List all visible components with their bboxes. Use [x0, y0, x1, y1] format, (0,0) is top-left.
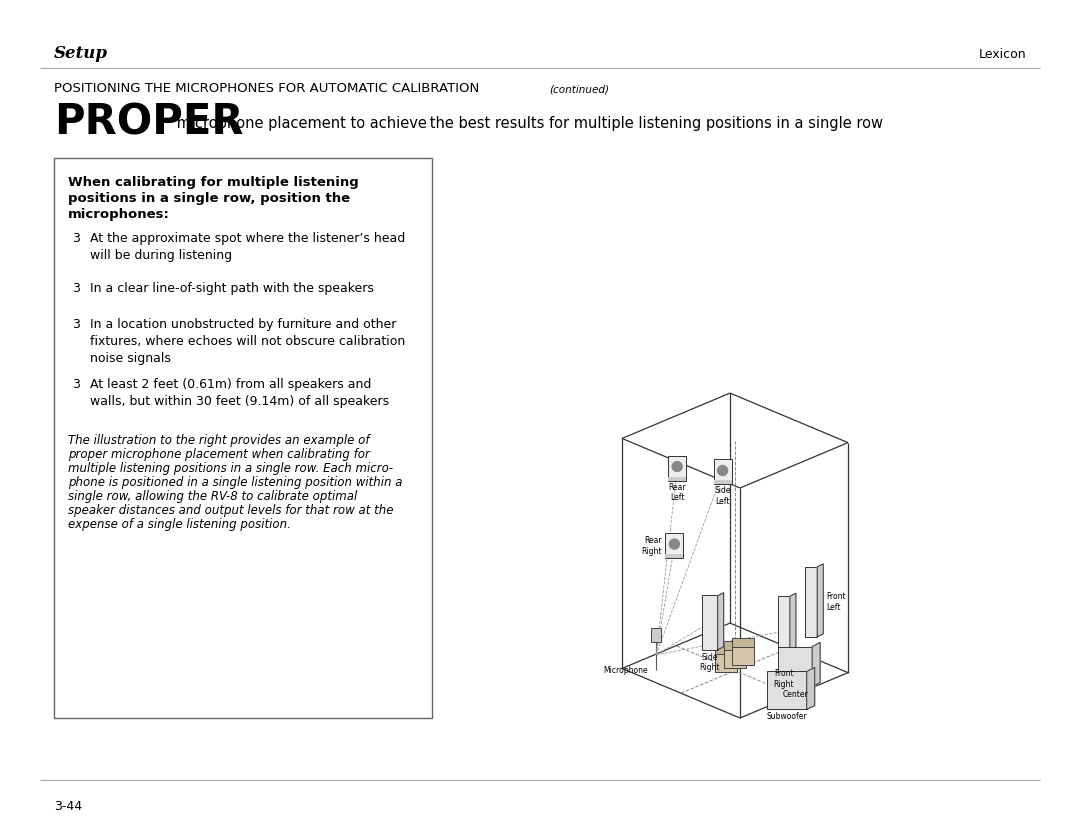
- Bar: [732, 647, 755, 665]
- Bar: [702, 595, 718, 650]
- Bar: [669, 476, 686, 480]
- Text: Front
Left: Front Left: [826, 592, 846, 611]
- Text: At least 2 feet (0.61m) from all speakers and
walls, but within 30 feet (9.14m) : At least 2 feet (0.61m) from all speaker…: [90, 378, 389, 408]
- Bar: [778, 596, 789, 666]
- Polygon shape: [812, 642, 820, 686]
- Text: 3: 3: [72, 232, 80, 245]
- Bar: [806, 567, 818, 637]
- Polygon shape: [807, 667, 814, 710]
- Text: positions in a single row, position the: positions in a single row, position the: [68, 192, 350, 205]
- Text: Front
Right: Front Right: [773, 669, 794, 689]
- Text: proper microphone placement when calibrating for: proper microphone placement when calibra…: [68, 448, 369, 461]
- Text: speaker distances and output levels for that row at the: speaker distances and output levels for …: [68, 504, 393, 517]
- Text: single row, allowing the RV-8 to calibrate optimal: single row, allowing the RV-8 to calibra…: [68, 490, 357, 503]
- Text: Subwoofer: Subwoofer: [767, 712, 807, 721]
- Bar: [715, 645, 738, 654]
- Text: Lexicon: Lexicon: [978, 48, 1026, 61]
- Bar: [779, 646, 813, 686]
- Text: phone is positioned in a single listening position within a: phone is positioned in a single listenin…: [68, 476, 403, 489]
- Polygon shape: [718, 593, 724, 650]
- Text: Setup: Setup: [54, 45, 108, 62]
- Bar: [54, 158, 432, 718]
- Text: 3: 3: [72, 378, 80, 391]
- Bar: [651, 628, 661, 641]
- Bar: [732, 638, 755, 647]
- Polygon shape: [818, 564, 823, 637]
- Bar: [724, 651, 746, 668]
- Text: 3: 3: [72, 318, 80, 331]
- Circle shape: [672, 461, 683, 471]
- Circle shape: [717, 465, 728, 475]
- Circle shape: [670, 539, 679, 549]
- Bar: [724, 641, 746, 651]
- Text: Rear
Right: Rear Right: [640, 536, 661, 555]
- Bar: [665, 554, 684, 558]
- Text: Microphone: Microphone: [604, 666, 648, 675]
- Text: 3-44: 3-44: [54, 800, 82, 813]
- Bar: [767, 671, 807, 710]
- Text: Side
Left: Side Left: [714, 486, 731, 506]
- Text: Rear
Left: Rear Left: [669, 483, 686, 502]
- Text: (continued): (continued): [549, 84, 609, 94]
- Text: When calibrating for multiple listening: When calibrating for multiple listening: [68, 176, 359, 189]
- Text: Center: Center: [782, 690, 808, 699]
- Text: microphones:: microphones:: [68, 208, 170, 221]
- Text: Side
Right: Side Right: [700, 653, 720, 672]
- Bar: [669, 455, 686, 480]
- Text: In a location unobstructed by furniture and other
fixtures, where echoes will no: In a location unobstructed by furniture …: [90, 318, 405, 365]
- Text: PROPER: PROPER: [54, 101, 243, 143]
- Bar: [714, 460, 731, 485]
- Text: microphone placement to achieve the best results for multiple listening position: microphone placement to achieve the best…: [172, 116, 883, 131]
- Text: 3: 3: [72, 282, 80, 295]
- Bar: [714, 480, 731, 485]
- Text: multiple listening positions in a single row. Each micro-: multiple listening positions in a single…: [68, 462, 393, 475]
- Text: In a clear line-of-sight path with the speakers: In a clear line-of-sight path with the s…: [90, 282, 374, 295]
- Text: At the approximate spot where the listener’s head
will be during listening: At the approximate spot where the listen…: [90, 232, 405, 262]
- Bar: [665, 533, 684, 558]
- Text: The illustration to the right provides an example of: The illustration to the right provides a…: [68, 434, 369, 447]
- Text: expense of a single listening position.: expense of a single listening position.: [68, 518, 291, 531]
- Polygon shape: [789, 593, 796, 666]
- Bar: [715, 654, 738, 672]
- Text: POSITIONING THE MICROPHONES FOR AUTOMATIC CALIBRATION: POSITIONING THE MICROPHONES FOR AUTOMATI…: [54, 82, 480, 95]
